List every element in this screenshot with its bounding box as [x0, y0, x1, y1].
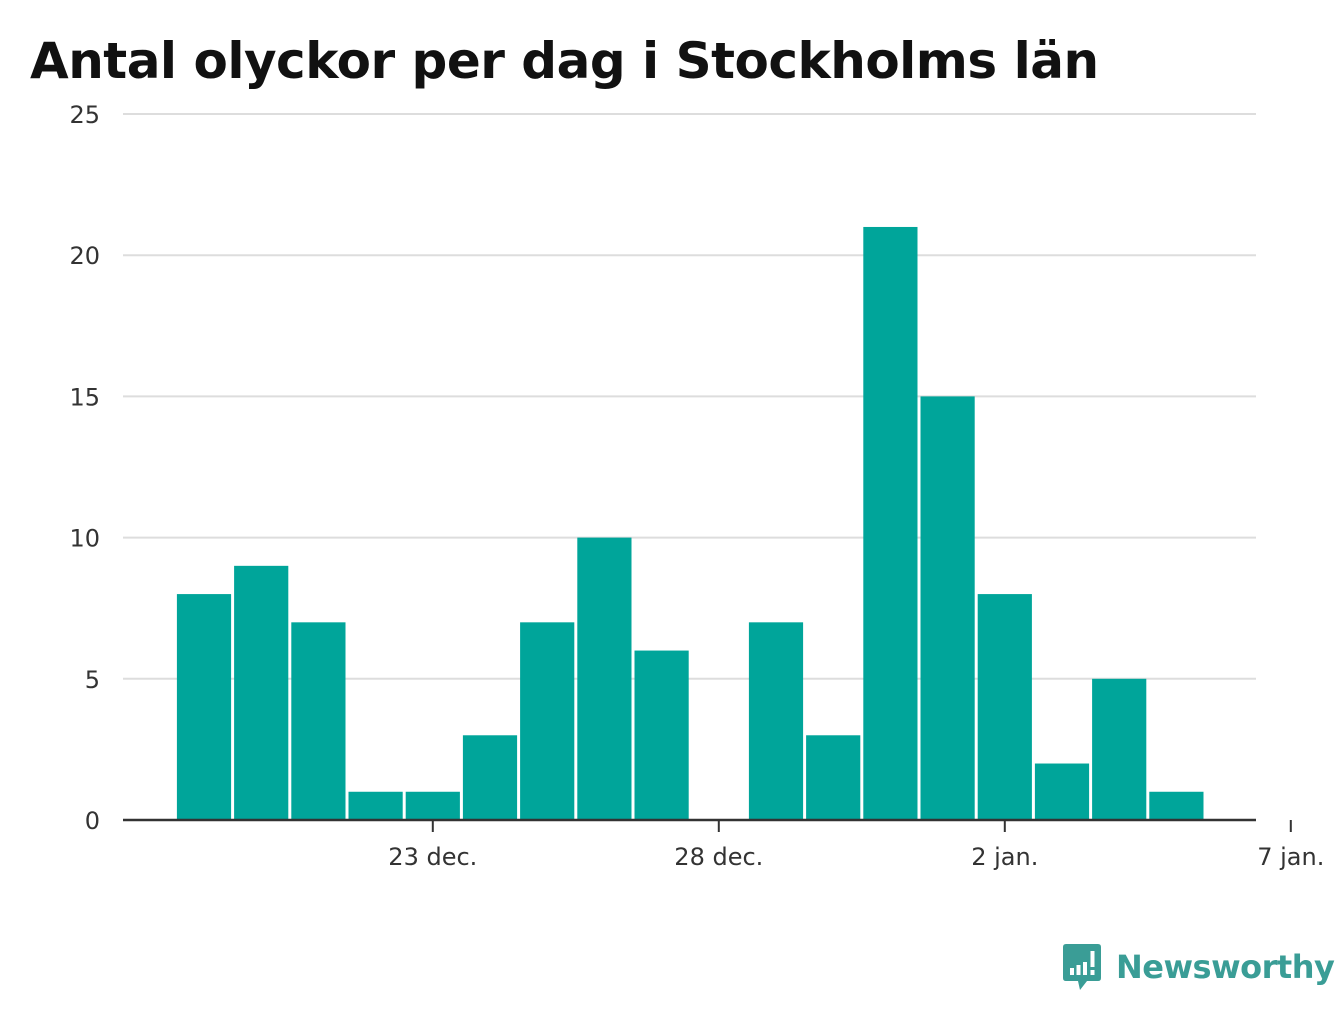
- x-tick-label: 2 jan.: [971, 843, 1038, 871]
- bar: [234, 565, 289, 820]
- bar: [863, 226, 918, 820]
- gridlines: [123, 113, 1256, 680]
- chart-title: Antal olyckor per dag i Stockholms län: [30, 32, 1099, 90]
- bar: [176, 594, 232, 820]
- x-tick-label: 28 dec.: [674, 843, 763, 871]
- bar: [577, 537, 632, 820]
- y-tick-label: 10: [69, 525, 100, 553]
- bar: [634, 650, 689, 820]
- bar: [1034, 763, 1090, 820]
- y-tick-label: 0: [85, 807, 100, 835]
- y-tick-label: 5: [85, 666, 100, 694]
- bar: [920, 396, 975, 820]
- bar: [806, 735, 861, 820]
- bar: [1092, 678, 1147, 820]
- bar: [520, 622, 575, 820]
- bar: [977, 594, 1032, 820]
- brand-name: Newsworthy: [1116, 948, 1335, 986]
- bar: [291, 622, 346, 820]
- bar: [748, 622, 804, 820]
- y-tick-label: 25: [69, 101, 100, 129]
- newsworthy-logo-icon: [1063, 944, 1101, 990]
- axes: 0 5 10 15 20 25 23 dec. 28 dec. 2 jan. 7 jan.: [69, 101, 1324, 871]
- x-tick-label: 23 dec.: [388, 843, 477, 871]
- x-tick-label: 7 jan.: [1257, 843, 1324, 871]
- bar: [1149, 791, 1204, 820]
- bar: [405, 791, 460, 820]
- bar: [348, 791, 403, 820]
- bar: [462, 735, 518, 820]
- y-tick-label: 20: [69, 242, 100, 270]
- brand: Newsworthy: [1062, 942, 1335, 992]
- bars: [176, 226, 1204, 820]
- y-tick-label: 15: [69, 383, 100, 411]
- bar-chart: 0 5 10 15 20 25 23 dec. 28 dec. 2 jan. 7 jan.: [69, 101, 1324, 871]
